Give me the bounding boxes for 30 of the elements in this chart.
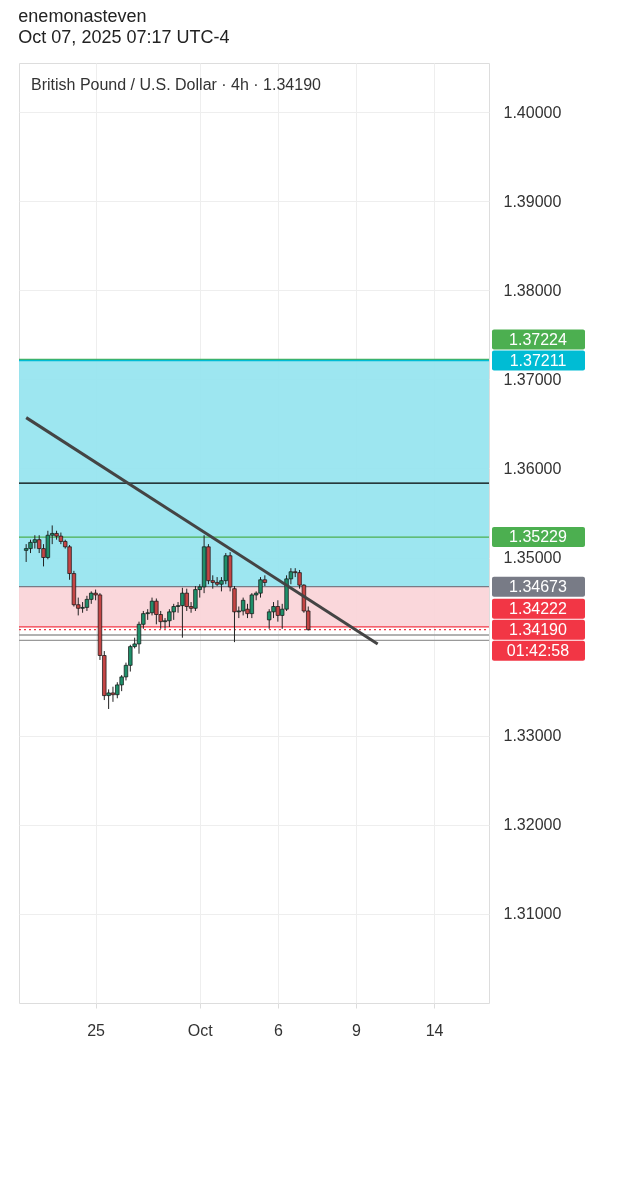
x-tick-label: Oct xyxy=(187,1021,214,1039)
x-tick-label: 25 xyxy=(87,1021,106,1039)
y-tick-label: 1.38000 xyxy=(503,281,562,299)
y-tick-label: 1.32000 xyxy=(503,816,562,834)
ref-line-label: 1.37224 xyxy=(509,330,568,348)
text: 01:42:58 xyxy=(506,641,570,659)
candlestick xyxy=(258,576,263,599)
y-tick-label: 1.35000 xyxy=(503,549,562,566)
y-tick-label: 1.39000 xyxy=(503,192,562,210)
chart-subtitle: Oct 07, 2025 07:17 UTC-4 xyxy=(18,27,230,47)
y-tick-label: 1.40000 xyxy=(503,103,562,121)
candlestick xyxy=(180,587,185,639)
ref-line-label: 1.37211 xyxy=(509,351,567,369)
x-tick-label: 6 xyxy=(273,1021,283,1039)
x-tick-label: 9 xyxy=(352,1021,362,1039)
ref-line-label: 1.35229 xyxy=(509,528,568,546)
candlestick xyxy=(193,585,198,612)
ref-line-label: 1.34222 xyxy=(509,599,568,617)
y-tick-label: 1.37000 xyxy=(503,370,562,388)
ref-line-label: 1.34190 xyxy=(509,620,568,638)
y-tick-label: 1.31000 xyxy=(503,905,562,923)
y-tick-label: 1.36000 xyxy=(503,459,562,477)
x-tick-label: 14 xyxy=(425,1021,444,1039)
ref-line-label: 1.34673 xyxy=(509,577,568,595)
chart-title: enemonasteven xyxy=(18,6,147,26)
y-tick-label: 1.33000 xyxy=(503,727,562,745)
candlestick xyxy=(214,576,220,587)
candlestick xyxy=(154,597,159,625)
annotation: British Pound / U.S. Dollar · 4h · 1.34190 xyxy=(31,76,322,93)
candlestick xyxy=(110,686,116,703)
